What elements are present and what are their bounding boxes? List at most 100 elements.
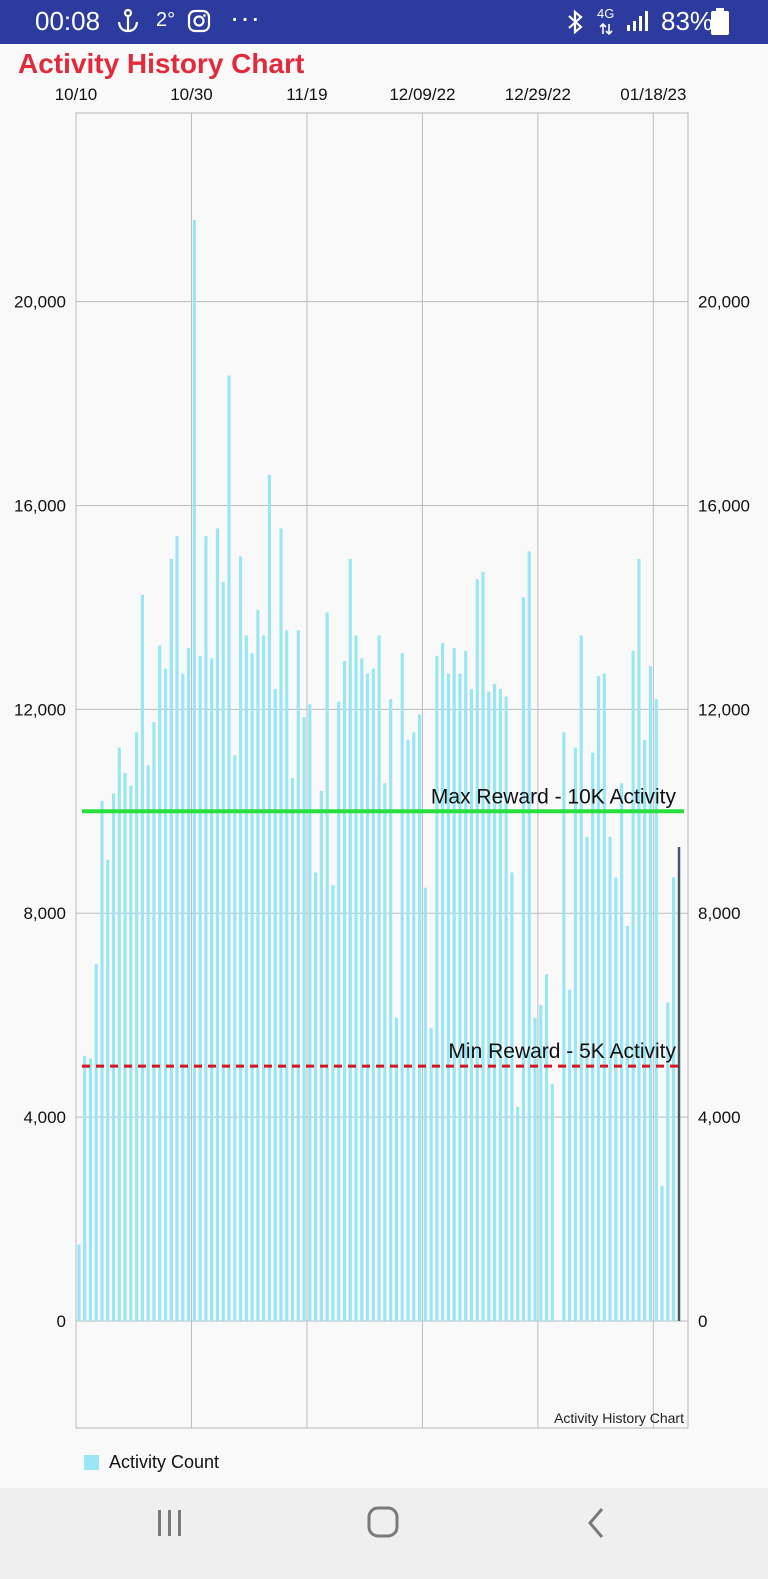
activity-bar — [568, 989, 572, 1321]
activity-bar — [654, 699, 658, 1321]
anchor-icon — [116, 8, 140, 39]
activity-bar — [319, 790, 323, 1321]
x-tick-label: 10/30 — [170, 85, 213, 104]
activity-bar — [510, 872, 514, 1321]
x-tick-label: 12/09/22 — [389, 85, 455, 104]
activity-bar — [504, 696, 508, 1321]
activity-bar — [435, 655, 439, 1321]
activity-bar — [516, 1106, 520, 1321]
y-tick-label-left: 4,000 — [23, 1108, 66, 1127]
activity-bar — [360, 658, 364, 1321]
activity-bar — [550, 1083, 554, 1321]
activity-history-chart: 0 0 4,000 4,000 8,000 8,000 12,000 12,000 16,000… — [14, 85, 750, 1429]
activity-bar — [666, 1002, 670, 1321]
activity-bar — [158, 645, 162, 1321]
activity-bar — [279, 528, 283, 1321]
activity-bar — [625, 925, 629, 1321]
activity-bar — [371, 668, 375, 1321]
x-tick-label: 11/19 — [286, 85, 327, 104]
activity-bar — [412, 732, 416, 1321]
x-tick-label: 10/10 — [55, 85, 98, 104]
activity-bar — [671, 877, 676, 1321]
activity-bar — [573, 747, 578, 1321]
activity-bar — [458, 673, 462, 1321]
activity-bar — [591, 752, 595, 1321]
activity-bar — [111, 793, 116, 1321]
activity-bar — [290, 778, 295, 1321]
x-tick-label: 01/18/23 — [620, 85, 686, 104]
activity-bar — [602, 673, 606, 1321]
activity-bar — [498, 688, 502, 1321]
activity-bar — [406, 739, 410, 1321]
activity-bar — [660, 1185, 664, 1321]
activity-bar — [296, 630, 300, 1321]
home-icon[interactable] — [363, 1504, 403, 1547]
activity-bar — [441, 643, 445, 1321]
activity-bar — [579, 635, 583, 1321]
chart-watermark: Activity History Chart — [554, 1410, 684, 1426]
activity-bar — [562, 732, 566, 1321]
activity-bar — [452, 648, 456, 1321]
activity-bar — [267, 474, 272, 1321]
activity-bar — [648, 666, 653, 1321]
activity-bar — [129, 785, 133, 1321]
activity-bar — [83, 1055, 87, 1321]
y-tick-label-left: 0 — [57, 1312, 66, 1331]
activity-bar — [221, 581, 225, 1321]
activity-bar — [544, 974, 549, 1321]
back-icon[interactable] — [580, 1504, 614, 1547]
activity-bar — [521, 597, 526, 1321]
activity-bar — [233, 755, 237, 1321]
activity-bar — [285, 630, 289, 1321]
bluetooth-icon — [565, 9, 585, 40]
activity-bar — [539, 1004, 543, 1321]
activity-bar — [169, 558, 173, 1321]
activity-bar — [94, 964, 98, 1321]
activity-bar — [262, 635, 266, 1321]
activity-bar — [227, 375, 231, 1321]
legend-label: Activity Count — [109, 1452, 220, 1472]
activity-bar — [250, 653, 254, 1321]
activity-bar — [365, 673, 370, 1321]
battery-percent: 83% — [661, 6, 714, 36]
legend-swatch — [84, 1455, 99, 1470]
activity-bar — [256, 609, 260, 1321]
y-tick-label-right: 8,000 — [698, 904, 741, 923]
activity-bar — [342, 660, 347, 1321]
activity-bar — [152, 722, 156, 1321]
activity-bar — [585, 836, 589, 1321]
data-arrows-icon — [599, 22, 613, 41]
y-tick-label-right: 20,000 — [698, 293, 750, 312]
activity-bar — [198, 655, 202, 1321]
activity-bar — [354, 635, 358, 1321]
activity-bar — [394, 1017, 399, 1321]
network-type-label: 4G — [597, 6, 615, 21]
y-tick-label-right: 12,000 — [698, 700, 750, 719]
navigation-bar — [0, 1488, 768, 1579]
y-tick-label-right: 16,000 — [698, 496, 750, 515]
reference-line-label: Min Reward - 5K Activity — [448, 1040, 676, 1063]
activity-bar — [146, 765, 150, 1321]
activity-bar — [464, 650, 468, 1321]
activity-bar — [337, 701, 341, 1321]
activity-bar — [643, 739, 647, 1321]
activity-bar — [423, 887, 427, 1321]
y-tick-label-left: 16,000 — [14, 496, 66, 515]
recent-apps-icon[interactable] — [150, 1506, 190, 1545]
activity-bar — [631, 650, 635, 1321]
activity-bar — [417, 714, 422, 1321]
activity-bar — [210, 658, 214, 1321]
activity-bar — [314, 872, 318, 1321]
plot-frame — [75, 112, 689, 1429]
activity-bar — [487, 691, 491, 1321]
activity-bar — [117, 747, 121, 1321]
activity-bar — [377, 635, 381, 1321]
activity-bar — [135, 732, 139, 1321]
activity-bar — [527, 551, 531, 1321]
activity-bar — [620, 783, 624, 1321]
activity-bar — [215, 528, 220, 1321]
y-tick-label-left: 12,000 — [14, 700, 66, 719]
signal-icon — [626, 10, 650, 37]
y-tick-label-left: 20,000 — [14, 293, 66, 312]
activity-bar — [614, 877, 618, 1321]
